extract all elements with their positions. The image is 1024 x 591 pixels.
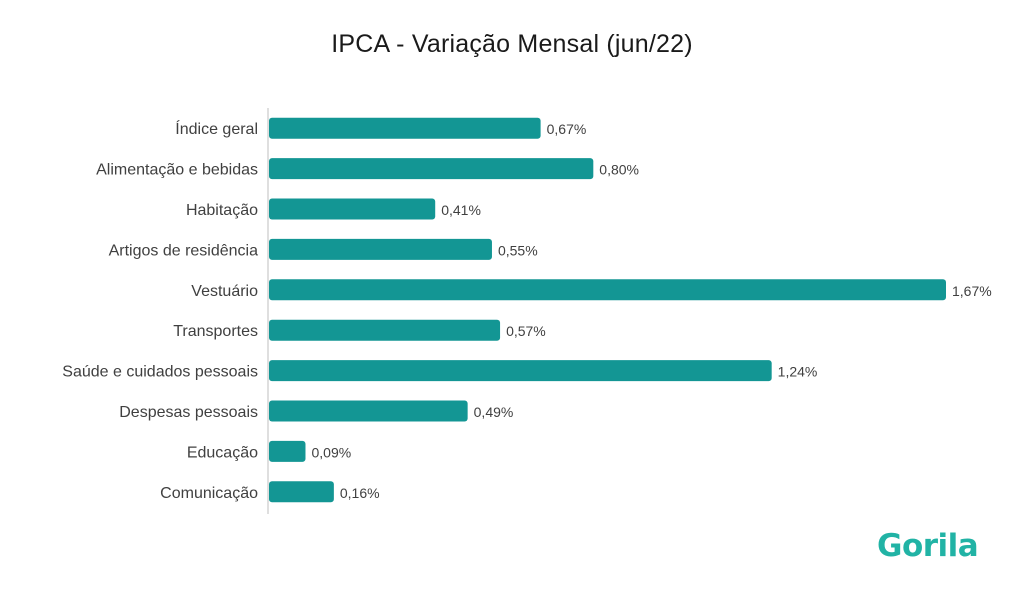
bar xyxy=(269,117,541,139)
category-label: Educação xyxy=(187,444,258,461)
bar xyxy=(269,440,306,462)
bar xyxy=(269,158,594,180)
data-label: 1,67% xyxy=(952,283,992,299)
category-label: Artigos de residência xyxy=(109,242,259,259)
category-label: Alimentação e bebidas xyxy=(96,162,258,179)
data-label: 0,41% xyxy=(441,202,481,218)
data-label: 1,24% xyxy=(778,364,818,380)
data-label: 0,16% xyxy=(340,485,380,501)
category-label: Índice geral xyxy=(175,119,258,138)
category-label: Comunicação xyxy=(160,485,258,502)
category-label: Habitação xyxy=(186,202,258,219)
bar xyxy=(269,198,436,220)
data-label: 0,55% xyxy=(498,242,538,258)
bar xyxy=(269,481,334,503)
data-label: 0,57% xyxy=(506,323,546,339)
bar xyxy=(269,319,501,341)
data-label: 0,67% xyxy=(547,121,587,137)
bar xyxy=(269,400,468,422)
data-label: 0,80% xyxy=(599,162,639,178)
category-label: Transportes xyxy=(173,323,258,340)
bar xyxy=(269,238,492,260)
chart-title: IPCA - Variação Mensal (jun/22) xyxy=(331,30,693,58)
category-label: Despesas pessoais xyxy=(119,404,258,421)
category-label: Vestuário xyxy=(191,283,258,300)
bar xyxy=(269,279,946,301)
gorila-logo: Gorila xyxy=(877,528,979,564)
data-label: 0,49% xyxy=(474,404,514,420)
bar xyxy=(269,360,772,382)
data-label: 0,09% xyxy=(311,444,351,460)
category-label: Saúde e cuidados pessoais xyxy=(62,364,258,381)
